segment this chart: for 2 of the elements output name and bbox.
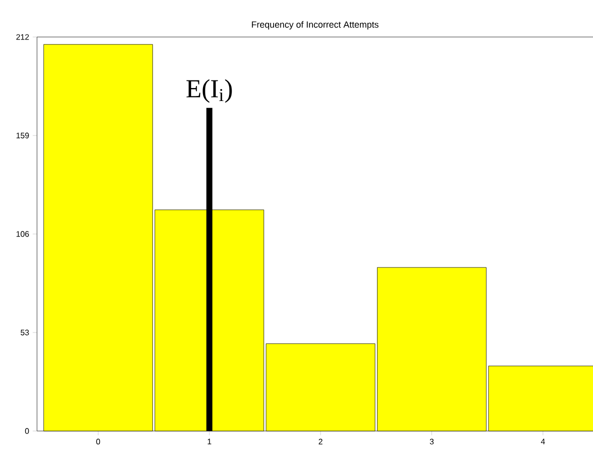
chart-title: Frequency of Incorrect Attempts xyxy=(252,21,378,30)
ref-line-label: E(I$_{i}$) xyxy=(186,79,232,103)
